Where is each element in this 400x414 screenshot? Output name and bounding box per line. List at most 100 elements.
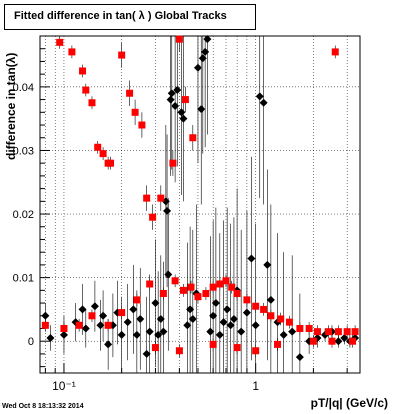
data-point-square — [68, 48, 76, 56]
data-point-diamond — [46, 334, 55, 343]
data-point-diamond — [279, 330, 288, 339]
data-point-square — [79, 67, 87, 75]
data-point-square — [343, 328, 351, 336]
data-point-square — [233, 344, 241, 352]
data-point-square — [175, 35, 183, 43]
data-point-square — [216, 280, 224, 288]
data-point-square — [118, 51, 126, 59]
data-point-diamond — [251, 321, 260, 330]
y-tick-label: 0.03 — [13, 145, 34, 157]
data-point-square — [88, 312, 96, 320]
data-point-square — [233, 290, 241, 298]
data-point-square — [157, 194, 165, 202]
data-point-square — [309, 337, 317, 345]
data-point-square — [94, 143, 102, 151]
data-point-diamond — [117, 330, 126, 339]
data-point-square — [228, 283, 236, 291]
data-point-diamond — [159, 327, 168, 336]
data-point-square — [169, 159, 177, 167]
data-point-diamond — [129, 305, 138, 314]
data-point-diamond — [41, 311, 50, 320]
data-point-square — [171, 277, 179, 285]
data-point-square — [305, 324, 313, 332]
data-point-square — [209, 283, 217, 291]
data-point-diamond — [164, 270, 173, 279]
x-tick-label: 1 — [252, 379, 259, 393]
data-point-diamond — [259, 98, 268, 107]
data-point-diamond — [81, 324, 90, 333]
data-point-square — [274, 340, 282, 348]
data-point-square — [99, 150, 107, 158]
data-point-square — [267, 312, 275, 320]
data-point-diamond — [145, 327, 154, 336]
data-point-square — [107, 159, 115, 167]
chart-title: Fitted difference in tan( λ ) Global Tra… — [14, 10, 227, 22]
data-point-diamond — [163, 206, 172, 215]
data-point-diamond — [223, 305, 232, 314]
y-tick-label: 0.01 — [13, 273, 34, 285]
data-point-square — [138, 121, 146, 129]
data-point-square — [143, 194, 151, 202]
data-point-diamond — [242, 308, 251, 317]
data-point-square — [189, 134, 197, 142]
data-point-square — [104, 321, 112, 329]
data-point-square — [296, 324, 304, 332]
data-point-square — [126, 89, 134, 97]
data-point-diamond — [151, 299, 160, 308]
data-point-diamond — [206, 327, 215, 336]
data-point-square — [187, 283, 195, 291]
x-axis-label: pT/|q| (GeV/c) — [310, 396, 388, 410]
data-point-diamond — [198, 54, 207, 63]
data-point-diamond — [263, 260, 272, 269]
data-point-square — [146, 280, 154, 288]
data-point-diamond — [340, 334, 349, 343]
data-point-diamond — [186, 305, 195, 314]
data-point-square — [252, 302, 260, 310]
data-point-square — [175, 347, 183, 355]
data-point-diamond — [334, 337, 343, 346]
data-point-diamond — [226, 321, 235, 330]
data-point-diamond — [188, 314, 197, 323]
data-point-diamond — [90, 302, 99, 311]
data-point-diamond — [136, 314, 145, 323]
data-point-square — [133, 296, 141, 304]
data-point-diamond — [142, 349, 151, 358]
data-point-square — [349, 337, 357, 345]
data-point-diamond — [295, 353, 304, 362]
data-point-square — [331, 48, 339, 56]
data-point-square — [260, 305, 268, 313]
timestamp: Wed Oct 8 18:13:32 2014 — [2, 403, 84, 410]
data-point-square — [243, 296, 251, 304]
data-point-square — [118, 309, 126, 317]
title-box: Fitted difference in tan( λ ) Global Tra… — [4, 4, 256, 30]
x-tick-label: 10⁻¹ — [52, 379, 76, 393]
data-point-diamond — [173, 86, 182, 95]
data-point-square — [209, 340, 217, 348]
data-point-square — [149, 213, 157, 221]
data-point-square — [222, 277, 230, 285]
data-point-square — [82, 86, 90, 94]
data-point-diamond — [247, 254, 256, 263]
data-point-diamond — [288, 327, 297, 336]
data-point-square — [202, 290, 210, 298]
data-point-diamond — [156, 314, 165, 323]
data-point-square — [56, 38, 64, 46]
data-point-diamond — [266, 295, 275, 304]
data-point-diamond — [96, 321, 105, 330]
data-point-diamond — [255, 92, 264, 101]
data-point-square — [194, 293, 202, 301]
data-point-square — [151, 344, 159, 352]
data-point-diamond — [229, 314, 238, 323]
data-point-square — [181, 96, 189, 104]
data-point-square — [328, 337, 336, 345]
data-point-diamond — [78, 305, 87, 314]
data-point-square — [131, 108, 139, 116]
data-point-square — [179, 286, 187, 294]
data-point-square — [75, 321, 83, 329]
data-point-diamond — [179, 114, 188, 123]
data-point-diamond — [104, 340, 113, 349]
data-point-square — [325, 328, 333, 336]
data-point-diamond — [166, 95, 175, 104]
data-point-square — [88, 99, 96, 107]
